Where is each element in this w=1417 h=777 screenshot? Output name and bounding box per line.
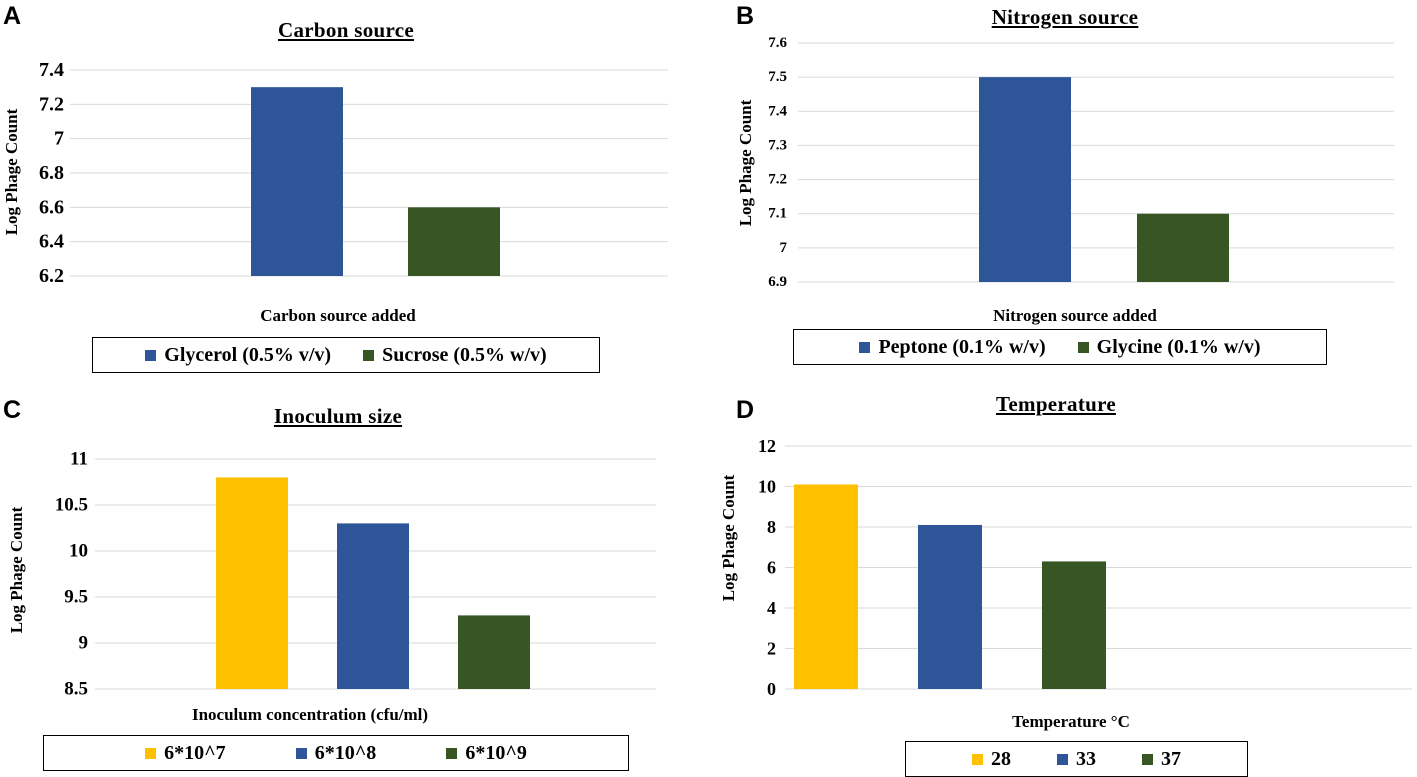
legend-swatch <box>1077 341 1089 353</box>
x-axis-label: Carbon source added <box>260 306 416 325</box>
chart-legend: 28 33 37 <box>905 741 1248 777</box>
legend-item: 28 <box>972 748 1011 771</box>
x-axis-label: Inoculum concentration (cfu/ml) <box>191 705 429 724</box>
y-tick-label: 4 <box>767 598 776 618</box>
y-tick-label: 7.4 <box>39 59 64 81</box>
y-tick-label: 6.4 <box>39 231 64 253</box>
legend-label: 6*10^9 <box>465 741 527 764</box>
x-axis-label: Nitrogen source added <box>993 306 1157 325</box>
y-tick-label: 6 <box>767 558 776 578</box>
legend-label: Peptone (0.1% w/v) <box>878 335 1046 358</box>
chart-legend: Peptone (0.1% w/v) Glycine (0.1% w/v) <box>793 329 1327 365</box>
y-tick-label: 7 <box>780 240 788 256</box>
bar-sucrose-0-5-w-v <box>408 207 500 276</box>
legend-item: Sucrose (0.5% w/v) <box>363 344 547 367</box>
y-tick-label: 7.3 <box>768 137 787 153</box>
legend-swatch <box>363 349 375 361</box>
y-tick-label: 12 <box>758 436 776 456</box>
y-tick-label: 7.4 <box>768 103 787 119</box>
y-tick-label: 7.2 <box>39 93 64 115</box>
legend-label: Glycerol (0.5% v/v) <box>164 343 332 366</box>
bar-33 <box>918 524 982 689</box>
bar-6-10-8 <box>337 523 409 689</box>
chart-title: Temperature <box>996 392 1116 416</box>
legend-item: 6*10^9 <box>446 742 527 765</box>
legend-item: Glycerol (0.5% v/v) <box>145 344 331 367</box>
y-tick-label: 6.8 <box>39 162 64 184</box>
y-tick-label: 7.5 <box>768 69 787 85</box>
bar-6-10-7 <box>216 477 288 689</box>
legend-swatch <box>145 349 157 361</box>
y-tick-label: 0 <box>767 679 776 699</box>
chart-legend: Glycerol (0.5% v/v) Sucrose (0.5% w/v) <box>92 337 600 373</box>
carbon-source-bar-chart: 6.2 6.4 6.6 6.8 7 7.2 7.4 <box>39 59 668 287</box>
chart-title: Inoculum size <box>273 404 403 428</box>
legend-swatch <box>859 341 871 353</box>
legend-label: 6*10^8 <box>314 741 377 764</box>
legend-swatch <box>446 747 458 759</box>
y-tick-label: 7 <box>54 128 64 150</box>
legend-swatch <box>295 747 307 759</box>
legend-label: Sucrose (0.5% w/v) <box>382 343 547 366</box>
y-tick-label: 8 <box>767 517 776 537</box>
chart-legend: 6*10^7 6*10^8 6*10^9 <box>43 735 629 771</box>
y-tick-label: 7.2 <box>768 172 787 188</box>
y-tick-label: 7.1 <box>768 206 787 222</box>
chart-title: Carbon source <box>278 18 414 42</box>
y-tick-label: 7.6 <box>768 35 787 51</box>
legend-label: 6*10^7 <box>164 741 226 764</box>
y-tick-label: 10 <box>69 541 88 562</box>
legend-label: 28 <box>991 747 1011 770</box>
y-tick-label: 9.5 <box>64 587 88 608</box>
panel-label: A <box>3 2 22 30</box>
legend-label: 37 <box>1161 747 1181 770</box>
legend-item: Peptone (0.1% w/v) <box>859 335 1046 359</box>
legend-swatch <box>145 747 157 759</box>
y-tick-label: 6.6 <box>39 196 64 218</box>
x-axis-label: Temperature °C <box>1012 712 1130 731</box>
bar-glycerol-0-5-v-v <box>251 87 343 277</box>
bar-peptone-0-1-w-v <box>979 77 1071 283</box>
y-tick-label: 10.5 <box>55 495 88 516</box>
chart-title: Nitrogen source <box>991 5 1139 29</box>
y-tick-label: 6.2 <box>39 265 64 287</box>
panel-label: B <box>736 2 755 30</box>
legend-label: Glycine (0.1% w/v) <box>1096 335 1261 358</box>
legend-item: 6*10^8 <box>295 741 377 765</box>
legend-item: Glycine (0.1% w/v) <box>1077 335 1261 359</box>
bar-glycine-0-1-w-v <box>1137 213 1229 282</box>
bar-37 <box>1042 561 1106 689</box>
y-tick-label: 11 <box>70 449 88 470</box>
legend-item: 37 <box>1142 748 1181 771</box>
legend-swatch <box>1057 753 1068 765</box>
y-tick-label: 2 <box>767 639 776 659</box>
nitrogen-source-bar-chart: 6.9 7 7.1 7.2 7.3 7.4 7.5 7.6 <box>768 35 1394 290</box>
legend-item: 6*10^7 <box>145 742 226 765</box>
legend-item: 33 <box>1057 748 1096 771</box>
y-tick-label: 8.5 <box>64 679 88 700</box>
inoculum-size-bar-chart: 8.5 9 9.5 10 10.5 11 <box>55 449 656 700</box>
panel-label: D <box>736 396 755 424</box>
legend-swatch <box>1142 753 1153 765</box>
legend-label: 33 <box>1076 747 1096 770</box>
y-tick-label: 9 <box>79 633 89 654</box>
bar-28 <box>794 484 858 689</box>
bar-6-10-9 <box>458 615 530 689</box>
legend-swatch <box>972 753 983 765</box>
y-tick-label: 6.9 <box>768 274 787 290</box>
y-tick-label: 10 <box>758 477 776 497</box>
panel-label: C <box>3 396 22 424</box>
